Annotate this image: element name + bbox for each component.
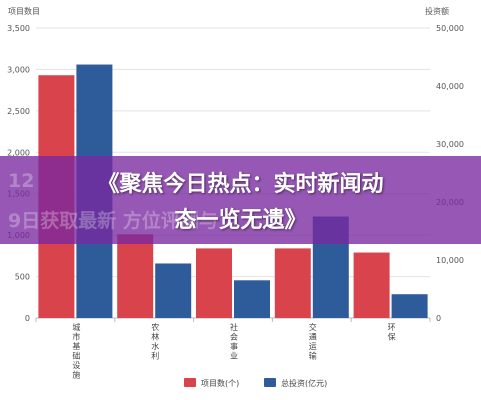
headline-banner: 12 9日获取最新 方位评测与 《聚焦今日热点：实时新闻动 态一览无遗》 [0,156,481,244]
right-tick-label: 40,000 [436,82,464,91]
headline-line2: 态一览无遗》 [174,208,307,233]
left-tick-label: 500 [15,273,30,282]
bar-investment [234,280,270,318]
category-label: 农林水利 [151,322,159,361]
bar-investment [155,263,192,318]
legend-swatch [264,378,276,387]
right-tick-label: 0 [436,314,441,323]
ghost-text-line1: 12 [8,170,35,192]
right-tick-label: 30,000 [436,140,464,149]
ghost-text-line2: 9日获取最新 方位评测与 [8,210,218,232]
category-labels: 城市基础设施 农林水利 社会事业 交通运输 环保 [72,322,395,380]
right-tick-label: 50,000 [436,24,464,33]
left-tick-label: 3,000 [7,65,30,74]
legend-swatch [184,378,196,387]
legend-label: 项目数(个) [201,378,239,388]
right-axis-title: 投资额 [425,6,449,16]
bar-project-count [274,248,311,318]
legend-label: 总投资(亿元) [281,378,327,388]
left-axis-title: 项目数目 [8,6,40,16]
right-tick-label: 10,000 [436,256,464,265]
left-tick-label: 2,500 [7,107,30,116]
left-tick-label: 3,500 [7,24,30,33]
left-tick-label: 0 [25,314,30,323]
bar-investment [391,294,428,318]
category-label: 城市基础设施 [72,323,80,380]
bar-project-count [117,234,154,318]
category-label: 环保 [388,323,396,342]
category-label: 社会事业 [230,322,238,361]
bar-project-count [196,248,232,318]
left-tick-label: 2,000 [7,148,30,157]
headline-line1: 《聚焦今日热点：实时新闻动 [97,172,384,197]
legend: 项目数(个) 总投资(亿元) [184,378,327,388]
bar-project-count [353,252,390,318]
category-label: 交通运输 [309,322,317,361]
